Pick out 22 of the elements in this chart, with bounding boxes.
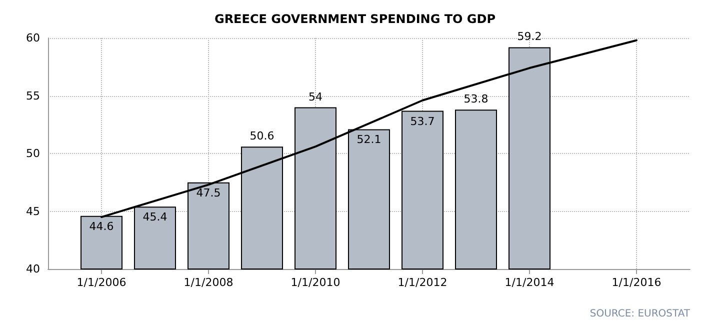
data-label: 53.8 [464,92,488,106]
data-label: 50.6 [250,130,274,143]
data-label: 53.7 [410,114,435,128]
source-note: SOURCE: EUROSTAT [590,308,691,320]
data-label: 45.4 [142,210,168,224]
data-label: 47.5 [196,186,221,200]
x-tick-label: 1/1/2008 [184,276,234,289]
y-tick-label: 60 [26,32,40,44]
x-tick-label: 1/1/2010 [290,276,340,289]
data-label: 54 [308,90,322,104]
y-tick-label: 40 [26,262,40,276]
data-label: 59.2 [517,30,542,44]
x-tick-label: 1/1/2012 [398,276,448,289]
x-tick-label: 1/1/2014 [504,276,554,289]
y-tick-label: 50 [26,147,40,160]
x-tick-label: 1/1/2006 [76,276,126,289]
y-tick-label: 45 [26,204,40,218]
x-tick-label: 1/1/2016 [612,276,662,289]
chart-title: GREECE GOVERNMENT SPENDING TO GDP [214,12,496,26]
data-label: 44.6 [89,220,114,233]
y-tick-label: 55 [26,89,40,102]
data-label: 52.1 [356,133,382,146]
